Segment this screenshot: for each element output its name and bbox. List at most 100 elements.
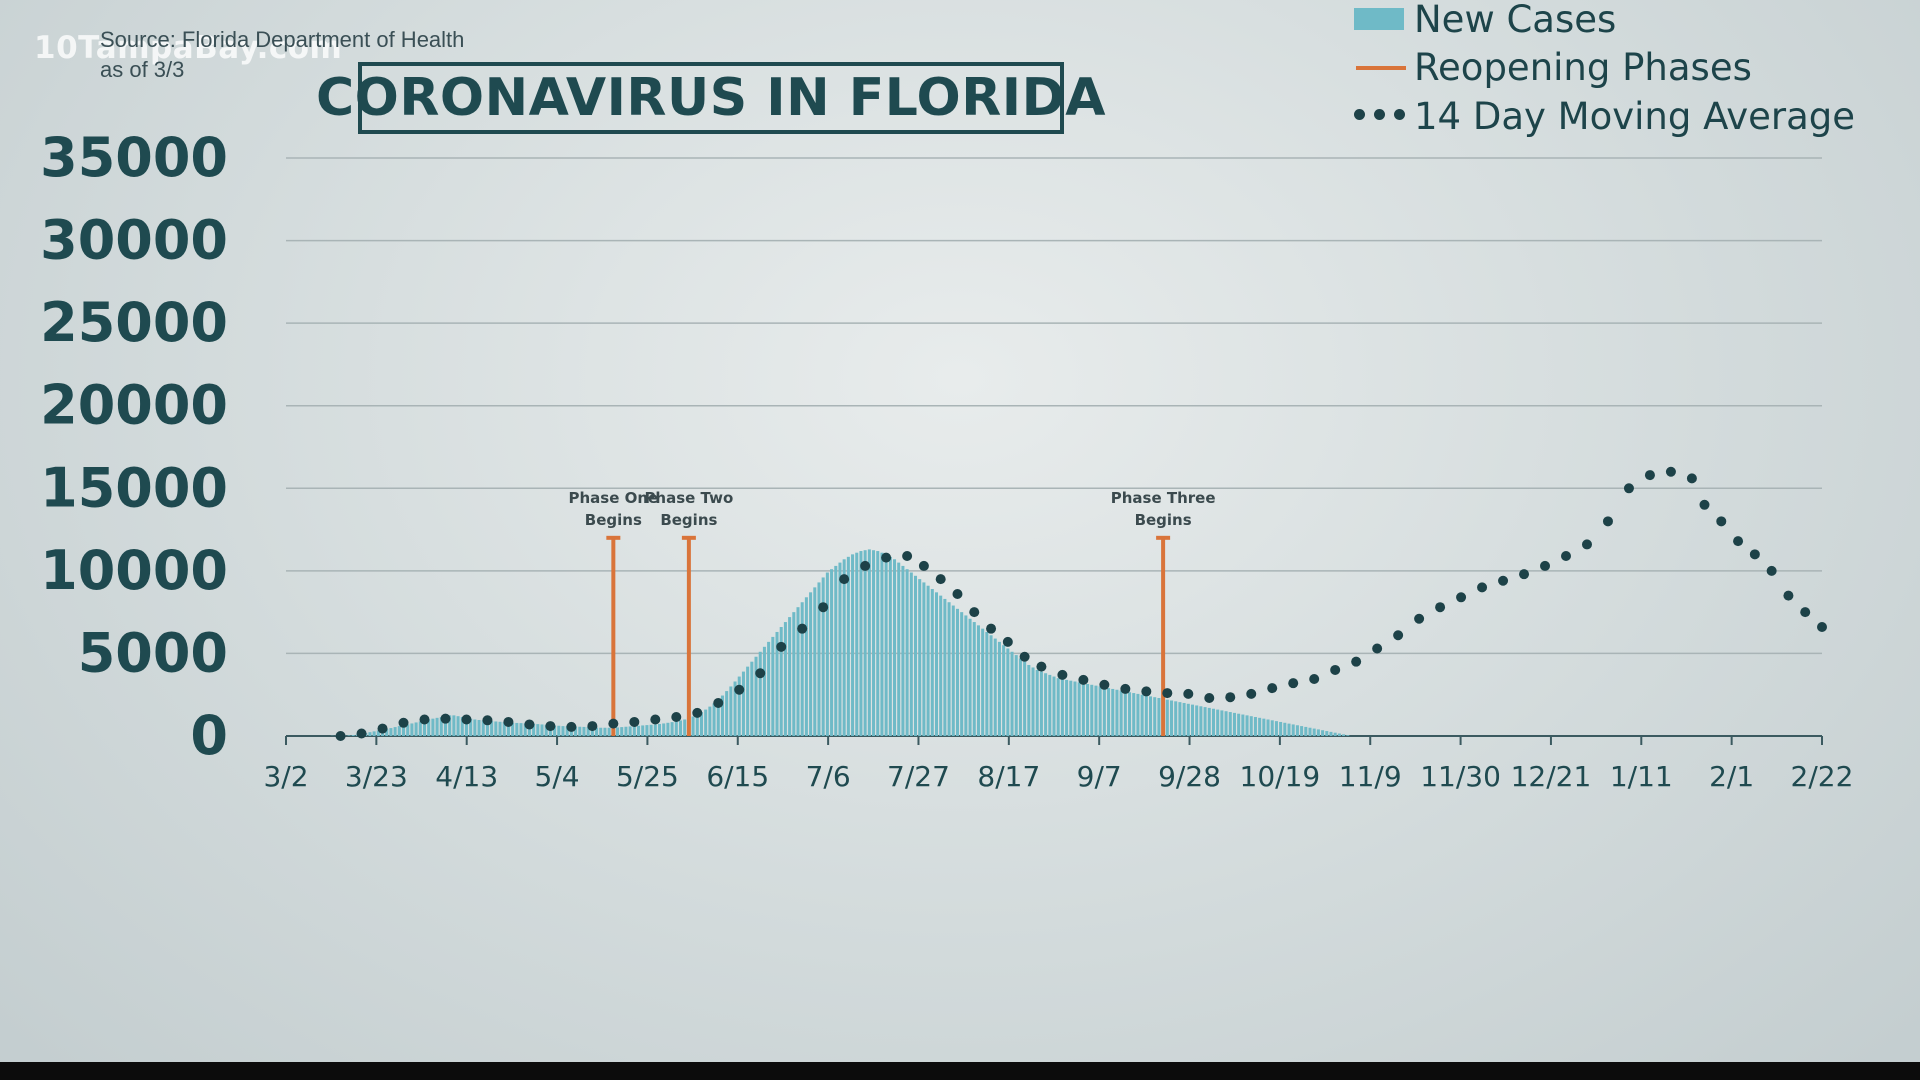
case-bar	[1098, 686, 1102, 736]
case-bar	[1039, 671, 1043, 736]
x-tick-label: 2/22	[1791, 760, 1854, 793]
case-bar	[905, 569, 909, 736]
case-bar	[376, 730, 380, 736]
average-dot	[1817, 622, 1827, 633]
average-dot	[1435, 602, 1446, 613]
average-dot	[503, 716, 514, 727]
case-bar	[989, 635, 993, 736]
case-bar	[603, 727, 607, 736]
case-bar	[536, 724, 540, 736]
x-tick-label: 7/6	[806, 760, 851, 793]
case-bar	[1342, 734, 1346, 736]
case-bar	[741, 671, 745, 736]
case-bar	[1186, 703, 1190, 736]
average-dot	[1783, 590, 1794, 601]
case-bar	[712, 703, 716, 736]
case-bar	[1325, 731, 1329, 736]
x-tick-label: 5/25	[616, 760, 679, 793]
case-bar	[502, 722, 506, 736]
average-dot	[1078, 674, 1089, 685]
case-bar	[578, 726, 582, 736]
case-bar	[1190, 704, 1195, 736]
average-dot	[818, 602, 829, 613]
case-bar	[1224, 711, 1228, 736]
case-bar	[788, 617, 792, 736]
case-bar	[1077, 682, 1081, 736]
average-dot	[524, 719, 535, 730]
average-dot	[566, 721, 577, 732]
case-bar	[750, 661, 754, 736]
x-tick-label: 3/2	[263, 760, 308, 793]
average-dot	[335, 731, 346, 741]
case-bar	[406, 724, 410, 736]
case-bar	[653, 724, 657, 736]
case-bar	[678, 720, 683, 736]
average-dot	[377, 723, 388, 734]
average-dot	[1561, 550, 1571, 561]
case-bar	[1270, 720, 1274, 736]
case-bar	[1333, 732, 1337, 736]
case-bar	[511, 722, 515, 736]
case-bar	[1312, 728, 1316, 736]
case-bar	[452, 715, 456, 736]
case-bar	[876, 551, 880, 736]
case-bar	[427, 719, 431, 736]
case-bar	[1262, 718, 1266, 736]
case-bar	[972, 622, 976, 736]
case-bar	[607, 727, 611, 736]
case-bar	[1203, 707, 1207, 736]
case-bar	[481, 720, 485, 736]
x-tick-label: 5/4	[535, 760, 580, 793]
phase-label: Phase Two	[644, 489, 733, 507]
case-bar	[1153, 697, 1157, 736]
bottom-bar	[0, 1062, 1920, 1080]
case-bar	[1115, 689, 1119, 736]
legend-item-average: 14 Day Moving Average	[1354, 97, 1874, 137]
legend-dot	[1354, 109, 1365, 120]
average-dot	[1414, 613, 1425, 624]
legend-item-new-cases: New Cases	[1354, 0, 1874, 40]
case-bar	[347, 735, 351, 736]
case-bar	[1211, 708, 1215, 736]
average-dot	[1602, 516, 1613, 527]
y-tick-label: 0	[190, 704, 228, 767]
average-dot	[1644, 470, 1655, 481]
source-note: Source: Florida Department of Health as …	[100, 25, 464, 85]
case-bar	[729, 686, 733, 736]
case-bar	[733, 681, 737, 736]
case-bar	[1178, 702, 1182, 736]
case-bar	[888, 556, 892, 736]
case-bar	[1220, 710, 1224, 736]
legend-swatch-dots	[1354, 109, 1408, 123]
average-dot	[692, 707, 703, 718]
case-bar	[1321, 730, 1325, 736]
case-bar	[1132, 693, 1136, 736]
x-tick-label: 4/13	[435, 760, 498, 793]
case-bar	[771, 636, 775, 736]
case-bar	[582, 726, 586, 736]
phase-label: Begins	[660, 511, 717, 529]
case-bar	[351, 735, 355, 736]
legend-label-new-cases: New Cases	[1414, 0, 1617, 41]
case-bar	[477, 719, 481, 736]
y-tick-label: 10000	[40, 539, 228, 602]
x-tick-label: 6/15	[706, 760, 769, 793]
legend-item-reopening: Reopening Phases	[1354, 48, 1874, 88]
average-dot	[839, 574, 850, 585]
x-tick-label: 1/11	[1610, 760, 1673, 793]
case-bar	[506, 722, 510, 736]
case-bar	[1144, 695, 1148, 736]
average-dot	[1699, 499, 1710, 510]
case-bar	[401, 725, 406, 736]
case-bar	[725, 691, 729, 736]
case-bar	[1086, 683, 1090, 736]
average-dot	[1372, 643, 1383, 654]
average-dot	[356, 728, 367, 739]
case-bar	[1056, 678, 1060, 736]
x-tick-label: 9/7	[1077, 760, 1122, 793]
case-bar	[641, 725, 645, 736]
case-bar	[1090, 684, 1094, 736]
average-dot	[1057, 669, 1068, 680]
case-bar	[1291, 724, 1295, 736]
source-line: Source: Florida Department of Health	[100, 27, 465, 52]
